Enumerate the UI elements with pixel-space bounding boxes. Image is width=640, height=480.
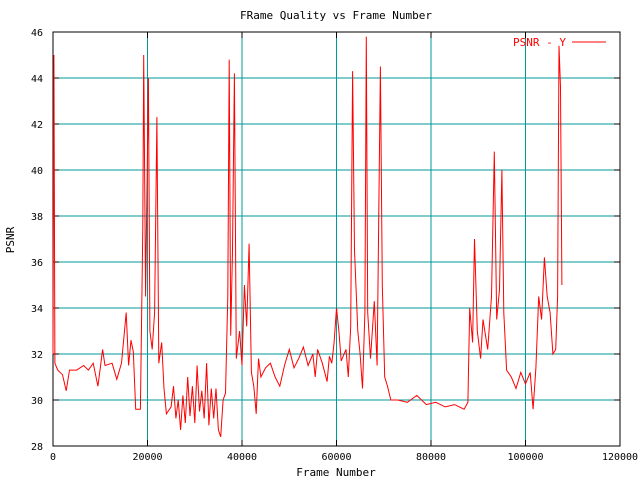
y-tick-label: 44 [31, 74, 43, 85]
y-tick-label: 40 [31, 166, 43, 177]
y-tick-label: 36 [31, 258, 43, 269]
y-tick-label: 42 [31, 120, 43, 131]
y-axis-label: PSNR [4, 226, 17, 253]
x-tick-label: 20000 [132, 452, 162, 463]
x-tick-label: 60000 [321, 452, 351, 463]
y-tick-label: 28 [31, 442, 43, 453]
y-tick-label: 32 [31, 350, 43, 361]
x-tick-label: 40000 [227, 452, 257, 463]
x-tick-label: 100000 [507, 452, 543, 463]
legend-label: PSNR - Y [513, 36, 566, 49]
y-tick-label: 46 [31, 28, 43, 39]
chart-title: FRame Quality vs Frame Number [240, 9, 432, 22]
x-tick-label: 0 [50, 452, 56, 463]
y-axis-ticks: 28 30 32 34 36 38 40 42 44 46 [31, 28, 620, 453]
y-tick-label: 38 [31, 212, 43, 223]
x-tick-label: 120000 [602, 452, 638, 463]
y-tick-label: 34 [31, 304, 43, 315]
psnr-y-series-line [52, 36, 563, 437]
x-axis-ticks: 0 20000 40000 60000 80000 100000 120000 [50, 32, 638, 463]
x-tick-label: 80000 [416, 452, 446, 463]
y-tick-label: 30 [31, 396, 43, 407]
x-axis-label: Frame Number [296, 466, 376, 479]
